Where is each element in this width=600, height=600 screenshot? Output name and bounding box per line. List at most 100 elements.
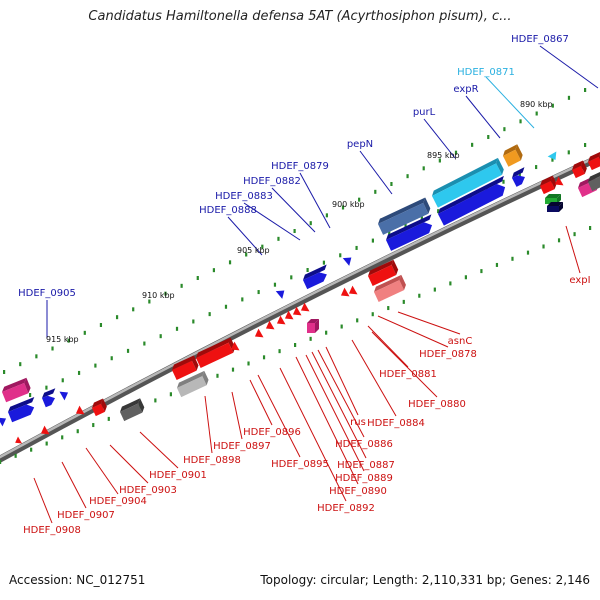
gene-label-reverse[interactable]: asnC bbox=[448, 336, 473, 347]
scale-tick-mid bbox=[551, 157, 554, 162]
gene-arrow-reverse[interactable] bbox=[274, 315, 286, 328]
scale-tick-inner bbox=[495, 262, 499, 267]
gene-label-reverse[interactable]: HDEF_0895 bbox=[271, 459, 329, 470]
gene-label-forward[interactable]: pepN bbox=[347, 139, 373, 150]
gene-label-forward[interactable]: expR bbox=[453, 84, 478, 95]
gene-box-reverse[interactable] bbox=[586, 151, 600, 171]
gene-box-reverse-face bbox=[588, 156, 600, 171]
gene-label-reverse[interactable]: HDEF_0892 bbox=[317, 503, 375, 514]
gene-arrow-reverse[interactable] bbox=[290, 306, 302, 319]
gene-label-forward[interactable]: HDEF_0905 bbox=[18, 288, 76, 299]
gene-label-reverse[interactable]: HDEF_0889 bbox=[335, 473, 393, 484]
scale-tick-mid bbox=[110, 356, 113, 361]
gene-arrow-forward[interactable] bbox=[59, 388, 71, 401]
gene-arrow-reverse[interactable] bbox=[298, 302, 310, 315]
gene-label-rna[interactable]: HDEF_0871 bbox=[457, 67, 515, 78]
scale-tick-mid bbox=[404, 223, 407, 228]
gene-box-forward[interactable] bbox=[7, 397, 40, 423]
gene-label-reverse[interactable]: HDEF_0880 bbox=[408, 399, 466, 410]
gene-arrow-reverse[interactable] bbox=[338, 287, 350, 300]
gene-box-forward[interactable] bbox=[301, 264, 332, 290]
gene-label-reverse[interactable]: HDEF_0884 bbox=[367, 418, 425, 429]
gene-label-leader bbox=[61, 461, 87, 509]
gene-box-reverse-top bbox=[368, 259, 394, 276]
gene-arrow-reverse[interactable] bbox=[346, 285, 358, 298]
gene-label-reverse[interactable]: HDEF_0896 bbox=[243, 427, 301, 438]
gene-box-reverse[interactable] bbox=[538, 175, 558, 195]
scale-tick-outer bbox=[567, 95, 571, 100]
gene-arrow-forward[interactable] bbox=[275, 287, 288, 299]
gene-arrow-rna[interactable] bbox=[547, 151, 560, 163]
gene-box-forward[interactable] bbox=[436, 175, 511, 226]
gene-label-reverse[interactable]: HDEF_0886 bbox=[335, 439, 393, 450]
gene-label-reverse[interactable]: HDEF_0907 bbox=[57, 510, 115, 521]
gene-box-reverse-top bbox=[172, 355, 194, 370]
gene-box-rna[interactable] bbox=[430, 157, 505, 208]
gene-arrow-reverse[interactable] bbox=[552, 176, 564, 189]
gene-box-forward[interactable] bbox=[41, 388, 61, 408]
gene-label-reverse[interactable]: HDEF_0897 bbox=[213, 441, 271, 452]
gene-box-pepn-side bbox=[423, 197, 431, 214]
gene-label-reverse[interactable]: HDEF_0878 bbox=[419, 349, 477, 360]
gene-arrow-reverse[interactable] bbox=[252, 328, 264, 341]
gene-label-forward[interactable]: HDEF_0888 bbox=[199, 205, 257, 216]
gene-arrow-forward[interactable] bbox=[0, 414, 9, 427]
gene-label-leader bbox=[109, 444, 149, 484]
gene-label-reverse[interactable]: rus bbox=[350, 417, 366, 428]
gene-box-reverse[interactable] bbox=[366, 259, 400, 286]
gene-box-reverse[interactable] bbox=[90, 398, 108, 417]
scale-tick-outer bbox=[422, 166, 425, 171]
gene-box-dark[interactable] bbox=[586, 170, 600, 192]
gene-label-reverse[interactable]: HDEF_0887 bbox=[337, 460, 395, 471]
gene-box-navy[interactable] bbox=[547, 202, 563, 212]
gene-arrow-reverse[interactable] bbox=[38, 425, 50, 438]
gene-box-orange[interactable] bbox=[501, 144, 524, 167]
gene-label-forward[interactable]: purL bbox=[413, 107, 436, 118]
gene-box-pepn[interactable] bbox=[376, 197, 432, 235]
gene-box-forward[interactable] bbox=[510, 167, 531, 187]
gene-box-pale-side bbox=[399, 274, 406, 291]
gene-box-reverse-side bbox=[101, 398, 107, 412]
gene-box-pale-face bbox=[374, 280, 405, 302]
gene-arrow-reverse[interactable] bbox=[282, 310, 294, 323]
scale-tick-outer bbox=[115, 315, 119, 320]
gene-arrow-forward[interactable] bbox=[342, 254, 355, 266]
gene-box-pink[interactable] bbox=[1, 377, 33, 403]
gene-arrow-reverse[interactable] bbox=[13, 436, 22, 447]
gene-label-reverse[interactable]: expI bbox=[569, 275, 590, 286]
accession-text: Accession: NC_012751 bbox=[9, 573, 146, 587]
scale-tick-inner bbox=[45, 441, 48, 446]
scale-tick-inner bbox=[325, 330, 328, 335]
gene-label-reverse[interactable]: HDEF_0890 bbox=[329, 486, 387, 497]
scale-tick-outer bbox=[51, 346, 54, 351]
scale-tick-mid bbox=[355, 245, 358, 250]
gene-box-grey[interactable] bbox=[175, 370, 210, 398]
scale-tick-inner bbox=[231, 367, 235, 372]
gene-arrow-reverse[interactable] bbox=[263, 320, 275, 333]
gene-label-forward[interactable]: HDEF_0882 bbox=[243, 176, 301, 187]
gene-box-reverse-face bbox=[172, 360, 197, 380]
gene-label-reverse[interactable]: HDEF_0898 bbox=[183, 455, 241, 466]
gene-box-grey-top bbox=[177, 370, 205, 388]
gene-label-reverse[interactable]: HDEF_0901 bbox=[149, 470, 207, 481]
gene-box-green[interactable] bbox=[545, 194, 561, 204]
gene-arrow-reverse[interactable] bbox=[73, 405, 85, 418]
gene-label-reverse[interactable]: HDEF_0881 bbox=[379, 369, 437, 380]
gene-arrow-reverse[interactable] bbox=[228, 341, 240, 354]
gene-label-forward[interactable]: HDEF_0879 bbox=[271, 161, 329, 172]
gene-box-pale[interactable] bbox=[372, 274, 407, 302]
gene-label-forward[interactable]: HDEF_0867 bbox=[511, 34, 569, 45]
scale-tick-inner bbox=[526, 250, 530, 255]
gene-label-reverse[interactable]: HDEF_0908 bbox=[23, 525, 81, 536]
scale-tick-inner bbox=[371, 312, 374, 317]
gene-box-forward[interactable] bbox=[384, 214, 438, 251]
gene-label-reverse[interactable]: HDEF_0903 bbox=[119, 485, 177, 496]
gene-box-reverse[interactable] bbox=[570, 160, 588, 179]
gene-label-reverse[interactable]: HDEF_0904 bbox=[89, 496, 147, 507]
gene-box-reverse[interactable] bbox=[170, 355, 200, 380]
gene-box-dark[interactable] bbox=[118, 398, 146, 422]
gene-box-pink[interactable] bbox=[307, 319, 319, 333]
scale-tick-outer bbox=[293, 229, 296, 233]
gene-label-forward[interactable]: HDEF_0883 bbox=[215, 191, 273, 202]
